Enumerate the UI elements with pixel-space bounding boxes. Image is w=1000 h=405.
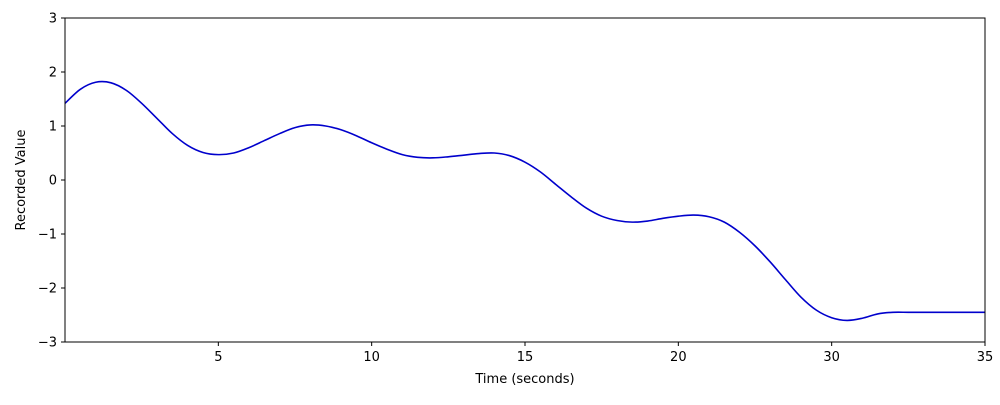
x-axis-label: Time (seconds)	[474, 372, 574, 387]
series-line-0	[64, 80, 985, 322]
plot-layer	[64, 80, 985, 322]
y-tick-label: −2	[38, 282, 57, 297]
y-tick-label: 3	[49, 12, 57, 27]
x-tick-label: 15	[517, 350, 534, 365]
y-tick-label: 2	[49, 66, 57, 81]
x-tick-label: 20	[670, 350, 687, 365]
y-tick-label: 1	[49, 120, 57, 135]
axes-layer	[64, 17, 986, 343]
y-tick-label: −3	[38, 336, 57, 351]
x-axis-ticks: 5 10 15 20 30 35	[214, 342, 993, 365]
x-tick-label: 10	[363, 350, 380, 365]
y-axis-label: Recorded Value	[14, 130, 29, 231]
y-tick-label: −1	[38, 228, 57, 243]
plot-frame	[64, 17, 986, 343]
x-tick-label: 5	[214, 350, 222, 365]
x-tick-label: 35	[977, 350, 994, 365]
y-axis-ticks: −3 −2 −1 0 1 2 3	[38, 12, 65, 351]
x-tick-label: 30	[823, 350, 840, 365]
y-tick-label: 0	[49, 174, 57, 189]
